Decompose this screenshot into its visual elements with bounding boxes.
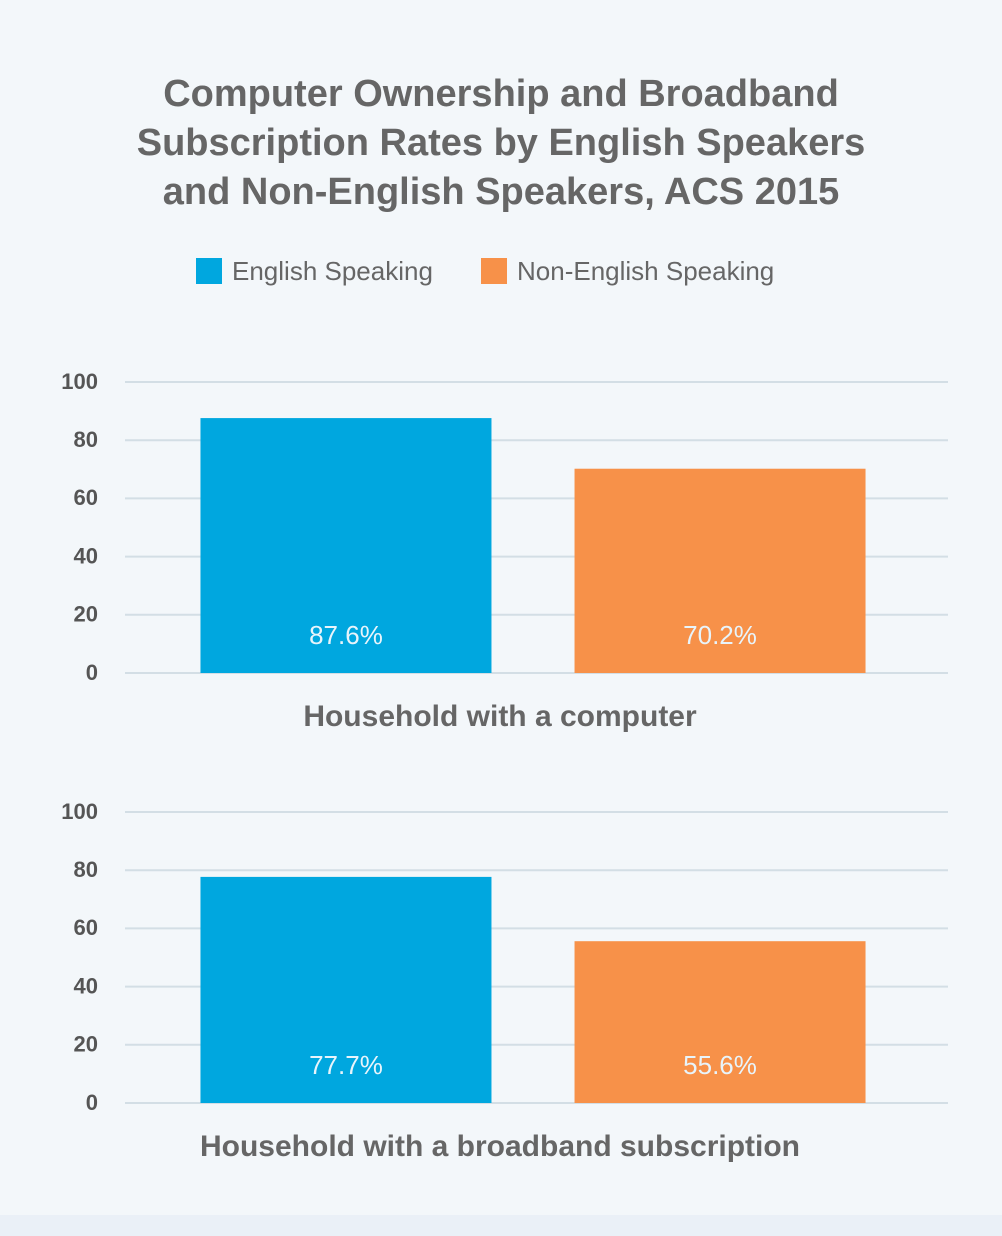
y-tick-label: 100 bbox=[61, 799, 98, 824]
y-tick-label: 60 bbox=[74, 485, 98, 510]
legend-label: English Speaking bbox=[232, 256, 433, 286]
y-tick-label: 100 bbox=[61, 369, 98, 394]
y-tick-label: 40 bbox=[74, 543, 98, 568]
y-tick-label: 80 bbox=[74, 857, 98, 882]
y-tick-label: 0 bbox=[86, 1090, 98, 1115]
legend-swatch bbox=[196, 258, 222, 284]
value-label: 70.2% bbox=[683, 620, 757, 650]
bar bbox=[200, 418, 492, 673]
bar bbox=[200, 876, 492, 1103]
bar bbox=[574, 468, 866, 673]
y-tick-label: 20 bbox=[74, 602, 98, 627]
footer-strip bbox=[0, 1215, 1002, 1236]
value-label: 55.6% bbox=[683, 1050, 757, 1080]
y-tick-label: 0 bbox=[86, 660, 98, 685]
legend-swatch bbox=[481, 258, 507, 284]
value-label: 77.7% bbox=[309, 1050, 383, 1080]
value-label: 87.6% bbox=[309, 620, 383, 650]
y-tick-label: 80 bbox=[74, 427, 98, 452]
x-axis-label: Household with a broadband subscription bbox=[200, 1130, 800, 1163]
y-tick-label: 60 bbox=[74, 915, 98, 940]
y-tick-label: 40 bbox=[74, 973, 98, 998]
chart-title: Computer Ownership and Broadband Subscri… bbox=[136, 73, 866, 213]
legend-label: Non-English Speaking bbox=[517, 256, 774, 286]
x-axis-label: Household with a computer bbox=[303, 700, 697, 733]
bar bbox=[574, 941, 866, 1103]
y-tick-label: 20 bbox=[74, 1032, 98, 1057]
